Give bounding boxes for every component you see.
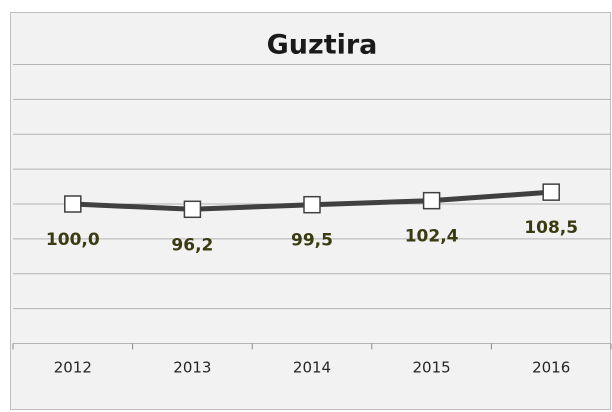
- data-label: 96,2: [171, 235, 213, 255]
- data-point: [64, 195, 82, 213]
- data-point: [542, 183, 560, 201]
- data-point: [422, 191, 441, 210]
- x-tick-label: 2016: [532, 359, 570, 377]
- data-label: 99,5: [291, 231, 333, 251]
- x-tick-label: 2015: [413, 359, 451, 377]
- data-label: 100,0: [46, 230, 100, 250]
- x-tick-label: 2012: [54, 359, 92, 377]
- chart-title: Guztira: [267, 30, 378, 61]
- x-tick-label: 2014: [293, 359, 331, 377]
- data-label: 108,5: [524, 218, 578, 238]
- x-tick-label: 2013: [173, 359, 211, 377]
- data-point: [303, 195, 321, 214]
- data-label: 102,4: [405, 227, 459, 247]
- data-point: [183, 200, 202, 219]
